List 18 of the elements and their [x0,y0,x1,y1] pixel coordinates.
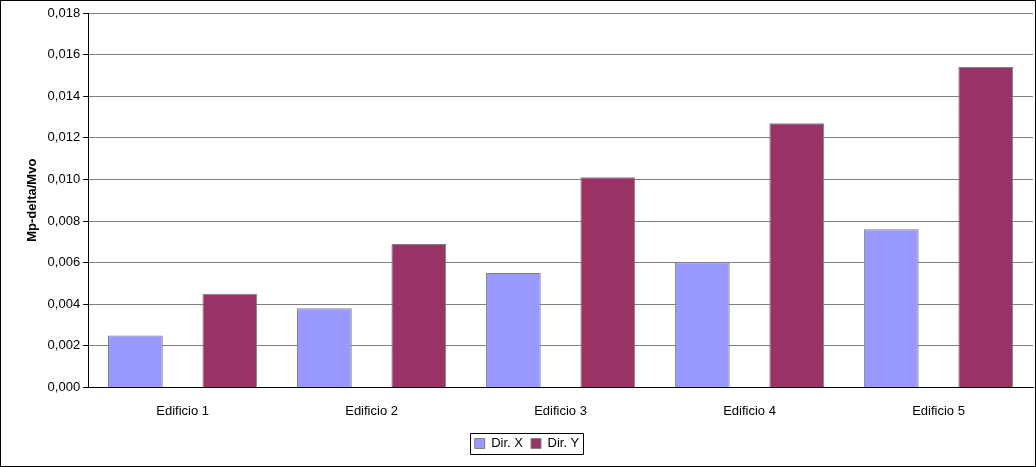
x-tick-label: Edificio 5 [912,402,965,418]
y-tick-label: 0,014 [47,87,81,103]
y-tick-label: 0,000 [47,378,81,394]
y-tick-label: 0,010 [47,170,81,186]
y-axis-title: Mp-delta/Mvo [24,158,40,242]
x-tick-label: Edificio 2 [345,402,398,418]
x-tick-label: Edificio 4 [723,402,776,418]
legend-label: Dir. X [491,435,524,451]
y-tick-label: 0,018 [47,4,81,20]
x-tick-label: Edificio 3 [534,402,587,418]
y-tick-label: 0,016 [47,46,81,62]
legend-label: Dir. Y [547,435,580,451]
y-tick-label: 0,006 [47,254,81,270]
x-tick-label: Edificio 1 [156,402,209,418]
y-tick-label: 0,004 [47,295,81,311]
y-tick-label: 0,002 [47,337,81,353]
y-tick-label: 0,012 [47,129,81,145]
y-tick-label: 0,008 [47,212,81,228]
